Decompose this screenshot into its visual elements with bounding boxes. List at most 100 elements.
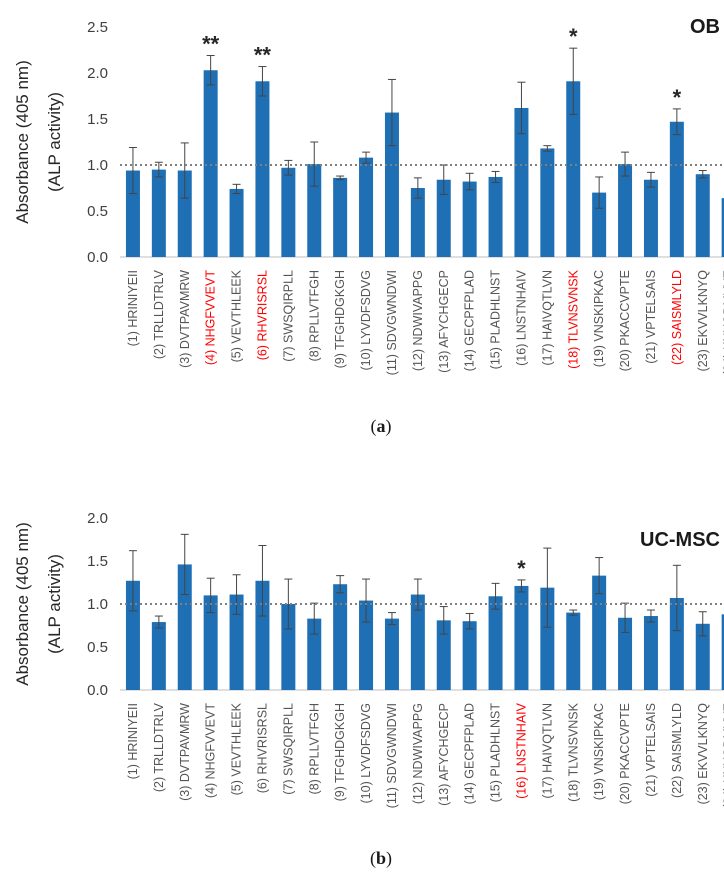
bar bbox=[488, 176, 503, 257]
bar bbox=[695, 174, 710, 257]
x-category-label: (16) LNSTNHAIV bbox=[514, 269, 528, 366]
bar bbox=[255, 580, 270, 690]
x-category-label: (5) VEVTHLEEK bbox=[230, 702, 244, 795]
bar bbox=[281, 604, 296, 690]
x-category-label: (17) HAIVQTLVN bbox=[540, 703, 554, 799]
chart-title: OB bbox=[690, 16, 720, 38]
x-category-label: (24) KNYQDMVVE bbox=[722, 703, 724, 809]
bar bbox=[462, 621, 477, 690]
significance-marker: * bbox=[517, 556, 526, 581]
chart-title: UC-MSC bbox=[640, 529, 720, 551]
x-category-label: (13) AFYCHGECP bbox=[437, 703, 451, 806]
x-category-label: (8) RPLLVTFGH bbox=[307, 703, 321, 794]
x-category-label: (2) TRLLDTRLV bbox=[152, 702, 166, 792]
x-category-label: (1) HRINIYEII bbox=[126, 270, 140, 346]
bar bbox=[436, 620, 451, 690]
bar bbox=[540, 148, 555, 257]
bar bbox=[566, 612, 581, 690]
x-category-label: (11) SDVGWNDWI bbox=[385, 703, 399, 808]
bar bbox=[618, 164, 633, 257]
bar bbox=[333, 177, 348, 257]
y-tick-label: 1.5 bbox=[87, 111, 108, 128]
y-axis-label-sub: (ALP activity) bbox=[45, 554, 64, 654]
x-category-label: (9) TFGHDGKGH bbox=[333, 270, 347, 368]
x-category-label: (19) VNSKIPKAC bbox=[592, 703, 606, 800]
bar bbox=[514, 585, 529, 690]
y-axis-label: Absorbance (405 nm) bbox=[13, 60, 32, 223]
x-category-label: (15) PLADHLNST bbox=[489, 703, 503, 803]
panel-b-ucmsc-chart: UC-MSC Absorbance (405 nm) (ALP activity) 0… bbox=[13, 510, 724, 809]
bar bbox=[669, 121, 684, 257]
y-tick-label: 0.5 bbox=[87, 203, 108, 220]
bar bbox=[695, 623, 710, 690]
x-category-label: (4) NHGFVVEVT bbox=[204, 270, 218, 366]
caption-a: (a) bbox=[371, 416, 392, 437]
bar bbox=[307, 618, 322, 690]
x-category-label: (11) SDVGWNDWI bbox=[385, 270, 399, 375]
bar bbox=[333, 584, 348, 690]
bar bbox=[410, 188, 425, 257]
significance-marker: ** bbox=[254, 43, 272, 68]
bar bbox=[151, 622, 166, 690]
bar bbox=[514, 107, 529, 258]
y-tick-label: 0.5 bbox=[87, 639, 108, 656]
x-category-label: (7) SWSQIRPLL bbox=[281, 703, 295, 795]
bar bbox=[384, 112, 399, 257]
y-axis-label: Absorbance (405 nm) bbox=[13, 522, 32, 685]
y-tick-label: 1.0 bbox=[87, 596, 108, 613]
x-category-label: (17) HAIVQTLVN bbox=[540, 270, 554, 366]
bar bbox=[566, 81, 581, 257]
x-category-label: (9) TFGHDGKGH bbox=[333, 703, 347, 801]
bar bbox=[255, 81, 270, 257]
caption-b: (b) bbox=[370, 848, 392, 869]
y-tick-label: 1.5 bbox=[87, 553, 108, 570]
x-category-label: (14) GECPFPLAD bbox=[463, 270, 477, 371]
bar bbox=[359, 600, 374, 690]
x-category-label: (21) VPTELSAIS bbox=[644, 270, 658, 364]
y-tick-label: 0.0 bbox=[87, 682, 108, 699]
x-category-label: (20) PKACCVPTE bbox=[618, 703, 632, 804]
bar bbox=[643, 179, 658, 257]
y-tick-label: 1.0 bbox=[87, 157, 108, 174]
bar bbox=[151, 169, 166, 257]
bar bbox=[462, 181, 477, 257]
x-category-label: (18) TLVNSVNSK bbox=[566, 269, 580, 369]
x-category-label: (10) LYVDFSDVG bbox=[359, 703, 373, 804]
x-category-label: (3) DVTPAVMRW bbox=[178, 270, 192, 368]
bar bbox=[229, 594, 244, 690]
bar bbox=[229, 188, 244, 257]
bar bbox=[436, 179, 451, 257]
x-category-label: (14) GECPFPLAD bbox=[463, 703, 477, 804]
bar bbox=[281, 167, 296, 257]
x-category-label: (20) PKACCVPTE bbox=[618, 270, 632, 371]
bar bbox=[721, 198, 724, 257]
bar bbox=[359, 157, 374, 257]
bar bbox=[177, 564, 192, 690]
x-category-label: (8) RPLLVTFGH bbox=[307, 270, 321, 361]
panel-a-ob-chart: OB Absorbance (405 nm) (ALP activity) 0.0 0.… bbox=[13, 16, 724, 376]
y-tick-label: 2.0 bbox=[87, 65, 108, 82]
bar bbox=[177, 170, 192, 257]
x-category-label: (22) SAISMLYLD bbox=[670, 270, 684, 365]
x-category-label: (4) NHGFVVEVT bbox=[204, 703, 218, 799]
x-category-label: (5) VEVTHLEEK bbox=[230, 269, 244, 362]
x-category-label: (12) NDWIVAPPG bbox=[411, 270, 425, 371]
x-category-label: (21) VPTELSAIS bbox=[644, 703, 658, 797]
x-category-label: (16) LNSTNHAIV bbox=[514, 702, 528, 799]
x-category-label: (13) AFYCHGECP bbox=[437, 270, 451, 373]
x-category-label: (24) KNYQDMVVE bbox=[722, 270, 724, 376]
x-category-label: (15) PLADHLNST bbox=[489, 270, 503, 370]
x-category-label: (6) RHVRISRSL bbox=[255, 270, 269, 360]
x-category-label: (23) EKVVLKNYQ bbox=[696, 703, 710, 805]
significance-marker: ** bbox=[202, 32, 220, 57]
bar bbox=[125, 170, 140, 257]
bar bbox=[643, 616, 658, 690]
y-tick-label: 0.0 bbox=[87, 249, 108, 266]
bar bbox=[540, 587, 555, 690]
x-category-label: (1) HRINIYEII bbox=[126, 703, 140, 779]
x-category-label: (22) SAISMLYLD bbox=[670, 703, 684, 798]
bar bbox=[307, 164, 322, 257]
bar bbox=[203, 70, 218, 258]
bar bbox=[488, 596, 503, 690]
x-category-label: (19) VNSKIPKAC bbox=[592, 270, 606, 367]
